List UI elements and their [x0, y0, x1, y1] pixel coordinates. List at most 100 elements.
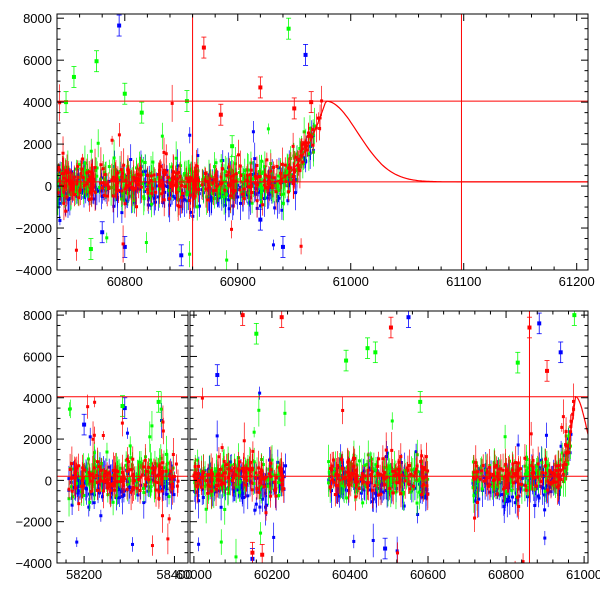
data-point [183, 172, 187, 176]
data-point [195, 205, 199, 209]
data-point [123, 477, 127, 481]
data-point [301, 160, 305, 164]
data-point [424, 493, 428, 497]
data-point [564, 477, 568, 481]
data-point [502, 504, 506, 508]
data-point [371, 497, 375, 501]
data-point [196, 169, 200, 173]
outlier-point [117, 23, 122, 28]
data-point [134, 479, 138, 483]
data-point [288, 174, 292, 178]
y-tick-label: 2000 [23, 137, 52, 152]
data-point [267, 472, 271, 476]
data-point [222, 459, 226, 463]
data-point [295, 167, 299, 171]
data-point [337, 494, 341, 498]
data-point [239, 190, 243, 194]
data-point [370, 470, 374, 474]
data-point [115, 475, 119, 479]
data-point [233, 483, 237, 487]
data-point [296, 158, 300, 162]
data-point [271, 473, 275, 477]
data-point [514, 480, 518, 484]
data-point [504, 490, 508, 494]
data-point [260, 186, 264, 190]
outlier-point [418, 399, 423, 404]
data-point [142, 197, 146, 201]
data-point [91, 472, 95, 476]
data-point [98, 478, 102, 482]
data-point [75, 191, 79, 195]
outlier-point [365, 346, 370, 351]
data-point [97, 189, 101, 193]
data-point [116, 181, 120, 185]
data-point [257, 490, 261, 494]
data-point [209, 196, 213, 200]
data-point [227, 198, 231, 202]
data-point [545, 465, 549, 469]
data-point [67, 477, 71, 481]
data-point [382, 478, 386, 482]
data-point [297, 167, 301, 171]
data-point [280, 483, 284, 487]
data-point [527, 481, 531, 485]
data-point [99, 468, 103, 472]
data-point [150, 424, 154, 428]
data-point [219, 188, 223, 192]
data-point [295, 152, 299, 156]
data-point [113, 178, 117, 182]
data-point [159, 466, 163, 470]
data-point [231, 476, 235, 480]
data-point [378, 472, 382, 476]
data-point [163, 476, 167, 480]
data-point [171, 482, 175, 486]
data-point [245, 178, 249, 182]
data-point [255, 199, 259, 203]
data-point [79, 171, 83, 175]
data-point [74, 486, 78, 490]
data-point [509, 470, 513, 474]
data-point [372, 468, 376, 472]
data-point [92, 493, 96, 497]
data-point [277, 188, 281, 192]
data-point [510, 488, 514, 492]
outlier-point [258, 217, 263, 222]
data-point [192, 181, 196, 185]
data-point [92, 501, 96, 505]
data-point [77, 502, 81, 506]
data-point [105, 194, 109, 198]
data-point [411, 487, 415, 491]
data-point [156, 481, 160, 485]
chart-1: 60800 60900 61000 61100 61200 −4000 −2000 0 2000… [15, 11, 594, 289]
data-point [236, 195, 240, 199]
data-point [204, 187, 208, 191]
data-point [57, 168, 61, 172]
data-point [57, 197, 61, 201]
data-point [87, 197, 91, 201]
data-point [500, 493, 504, 497]
data-point [214, 175, 218, 179]
data-point [120, 189, 124, 193]
data-point [62, 176, 66, 180]
data-point [384, 474, 388, 478]
data-point [170, 490, 174, 494]
data-point [258, 391, 262, 395]
data-point [146, 477, 150, 481]
data-point [265, 478, 269, 482]
data-point [82, 184, 86, 188]
data-point [71, 181, 75, 185]
data-point [262, 586, 265, 589]
data-point [252, 177, 256, 181]
data-point [211, 472, 215, 476]
data-point [227, 170, 231, 174]
data-point [263, 197, 267, 201]
data-point [242, 466, 246, 470]
data-point [127, 460, 131, 464]
data-point [161, 487, 165, 491]
data-point [178, 174, 182, 178]
data-point [127, 484, 131, 488]
data-point [218, 486, 222, 490]
data-point [162, 170, 166, 174]
data-point [559, 458, 563, 462]
data-point [73, 190, 77, 194]
